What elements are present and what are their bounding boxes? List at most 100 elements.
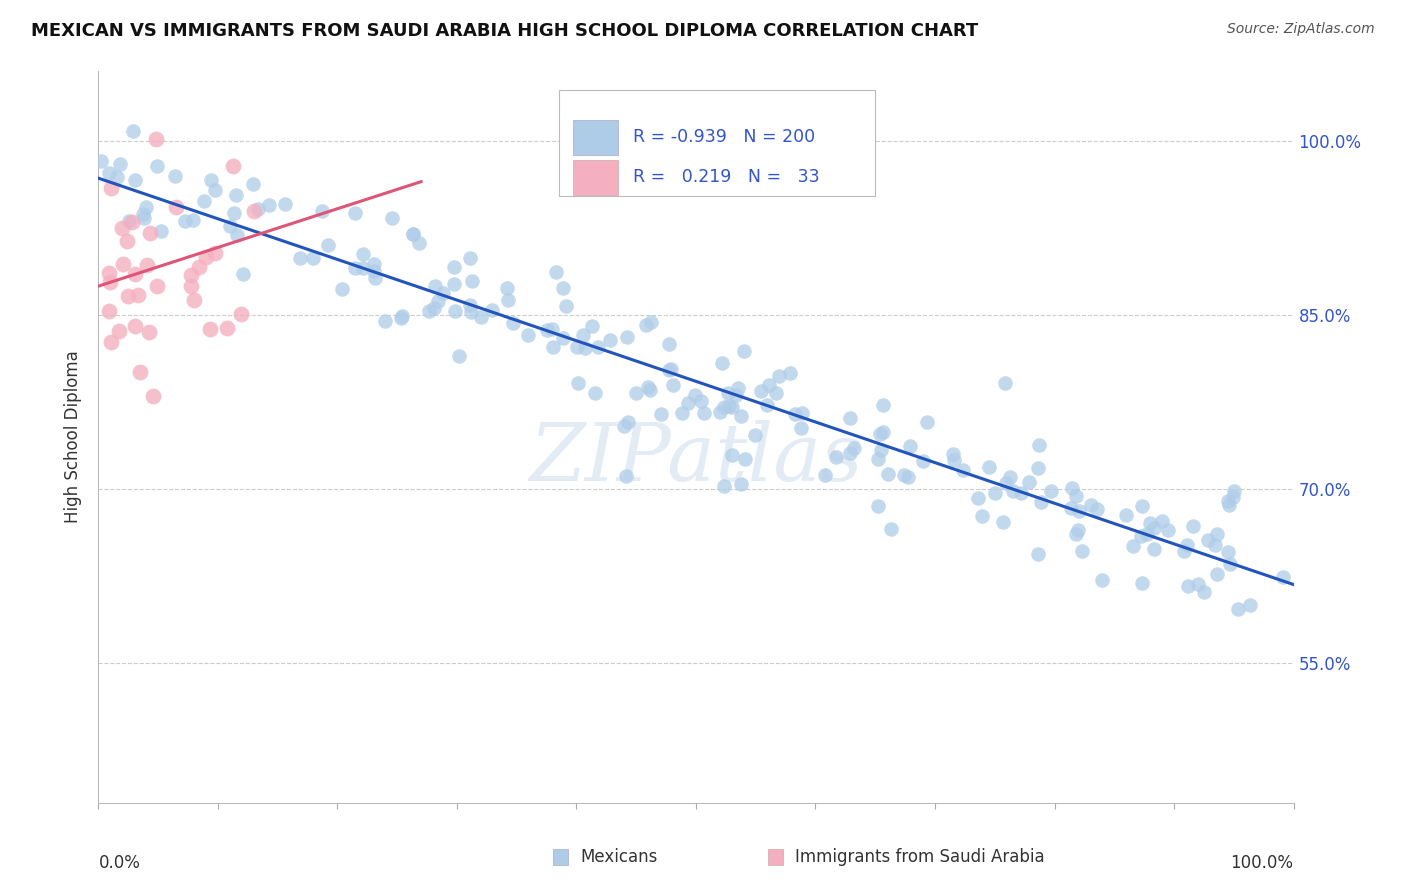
Point [408,235,430,250]
Point [139,226,162,240]
Point [1129,529,1152,543]
Point [363,264,385,278]
Point [1067,504,1090,518]
Point [458,298,481,312]
Point [720,448,742,462]
Point [470,310,492,324]
Point [128,366,150,380]
Point [352,261,374,276]
Point [443,277,465,291]
Bar [572,120,619,154]
Point [583,386,606,401]
Point [187,260,209,274]
Point [1070,543,1092,558]
Point [1206,567,1229,582]
Point [374,314,396,328]
Point [1216,494,1239,508]
Point [183,293,205,308]
Point [749,384,772,399]
Point [1010,486,1032,500]
Point [1204,538,1226,552]
Point [1175,538,1198,552]
Bar [768,849,783,865]
Point [112,257,135,271]
Point [994,376,1017,391]
Point [229,307,252,321]
Point [124,318,146,333]
Point [599,333,621,347]
Point [711,356,734,370]
Point [402,227,425,242]
Point [543,340,565,354]
Point [995,476,1018,491]
Point [553,281,575,295]
Point [893,468,915,483]
Point [1222,490,1244,504]
Point [243,204,266,219]
Point [637,380,659,394]
Point [1130,499,1153,513]
Point [636,318,658,333]
Point [991,516,1014,530]
Text: 0.0%: 0.0% [98,854,141,872]
Point [943,453,966,467]
Point [242,177,264,191]
Point [1067,523,1090,537]
Point [311,204,333,219]
Point [118,214,141,228]
Point [1028,437,1050,451]
Point [97,266,120,280]
Point [952,463,974,477]
Point [716,385,738,400]
Point [425,278,447,293]
Point [423,301,446,315]
Point [1139,516,1161,531]
Point [720,400,742,414]
Point [364,270,387,285]
Point [553,331,575,345]
Point [897,469,920,483]
Text: MEXICAN VS IMMIGRANTS FROM SAUDI ARABIA HIGH SCHOOL DIPLOMA CORRELATION CHART: MEXICAN VS IMMIGRANTS FROM SAUDI ARABIA … [31,22,979,40]
Point [1091,573,1114,587]
Point [343,261,366,276]
Point [145,132,167,146]
Point [257,198,280,212]
Point [1002,484,1025,499]
Point [247,202,270,216]
Point [1239,599,1261,613]
Point [124,172,146,186]
Point [1115,508,1137,522]
Text: Source: ZipAtlas.com: Source: ZipAtlas.com [1227,22,1375,37]
Point [661,361,683,376]
Point [444,304,467,318]
Point [571,328,593,343]
Point [389,311,412,326]
Point [391,310,413,324]
Point [127,288,149,302]
Text: ZIPatlas: ZIPatlas [529,420,863,498]
Point [418,303,440,318]
Point [232,267,254,281]
Point [200,173,222,187]
Point [758,377,780,392]
Point [977,460,1000,475]
Point [574,342,596,356]
Point [755,398,778,412]
Point [427,294,450,309]
Point [443,260,465,274]
Point [481,303,503,318]
Point [900,439,922,453]
Point [744,428,766,442]
Point [274,196,297,211]
Point [1080,499,1102,513]
Point [650,407,672,421]
Point [1142,542,1164,557]
Point [194,251,217,265]
Point [1216,545,1239,559]
Point [496,293,519,308]
Point [544,265,567,279]
Point [1187,577,1209,591]
Point [163,169,186,184]
Text: Immigrants from Saudi Arabia: Immigrants from Saudi Arabia [796,848,1045,866]
Point [658,363,681,377]
